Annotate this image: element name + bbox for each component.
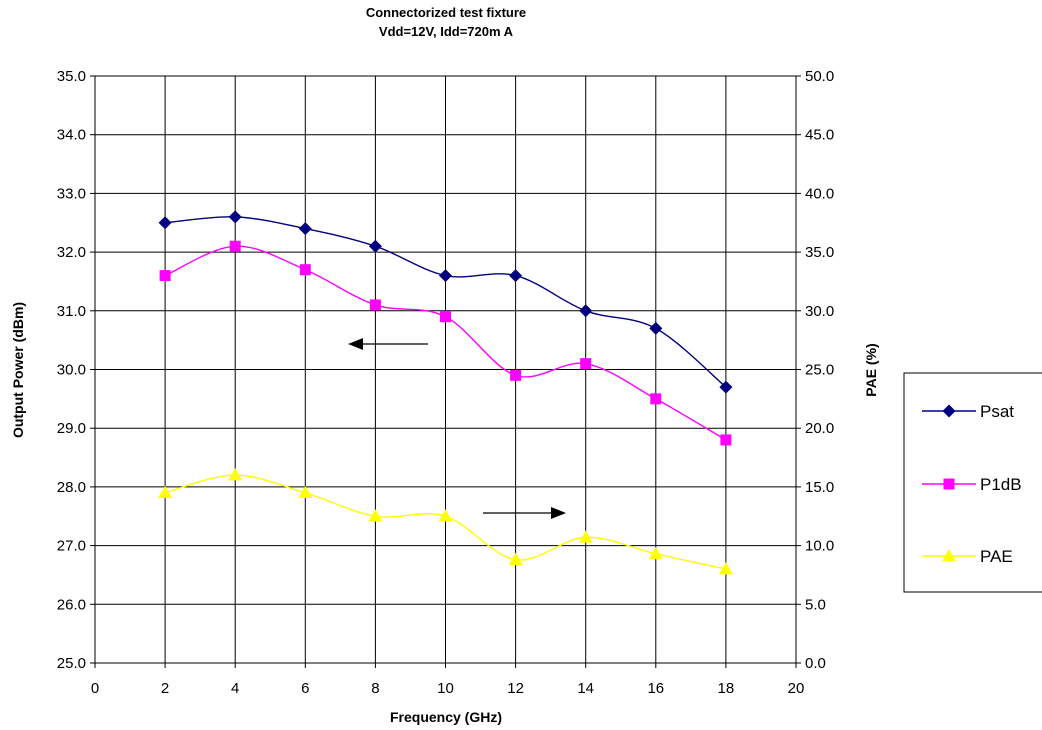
y-right-tick-label: 10.0 bbox=[805, 538, 834, 555]
y-right-tick-label: 30.0 bbox=[805, 303, 834, 320]
x-tick-label: 4 bbox=[231, 680, 239, 697]
point-psat bbox=[158, 216, 172, 230]
x-axis-title: Frequency (GHz) bbox=[390, 709, 502, 725]
y-left-tick-label: 28.0 bbox=[57, 479, 86, 496]
point-p1db bbox=[580, 358, 592, 370]
y-axis-left-title: Output Power (dBm) bbox=[10, 302, 26, 438]
point-p1db bbox=[510, 369, 522, 381]
point-pae bbox=[578, 530, 593, 543]
point-p1db bbox=[720, 434, 732, 446]
y-left-tick-label: 25.0 bbox=[57, 655, 86, 672]
legend-marker-p1db bbox=[943, 478, 955, 490]
y-right-tick-label: 35.0 bbox=[805, 244, 834, 261]
series-pae bbox=[158, 468, 733, 575]
point-psat bbox=[439, 269, 452, 283]
point-p1db bbox=[159, 270, 171, 282]
point-psat bbox=[228, 210, 242, 224]
axis-ticks bbox=[90, 75, 801, 668]
legend: Psat P1dB PAE bbox=[903, 372, 1042, 593]
point-psat bbox=[649, 321, 663, 335]
x-tick-label: 0 bbox=[91, 680, 99, 697]
point-psat bbox=[368, 239, 382, 253]
y-left-tick-label: 34.0 bbox=[57, 127, 86, 144]
x-tick-label: 12 bbox=[507, 680, 524, 697]
y-right-tick-label: 25.0 bbox=[805, 362, 834, 379]
x-tick-label: 18 bbox=[718, 680, 735, 697]
point-p1db bbox=[650, 393, 662, 405]
y-left-tick-label: 33.0 bbox=[57, 185, 86, 202]
legend-label: Psat bbox=[980, 402, 1014, 421]
point-pae bbox=[508, 552, 523, 565]
legend-label: PAE bbox=[980, 547, 1013, 566]
point-p1db bbox=[299, 264, 311, 276]
x-tick-label: 10 bbox=[437, 680, 454, 697]
series-layer bbox=[158, 210, 733, 575]
x-tick-label: 6 bbox=[301, 680, 309, 697]
y-right-tick-label: 40.0 bbox=[805, 185, 834, 202]
x-tick-label: 16 bbox=[647, 680, 664, 697]
point-pae bbox=[368, 509, 383, 522]
point-pae bbox=[228, 468, 243, 481]
legend-label: P1dB bbox=[980, 475, 1022, 494]
point-p1db bbox=[229, 240, 241, 252]
point-psat bbox=[719, 380, 733, 394]
tick-labels: 0 2 4 6 8 10 12 14 16 18 20 25.0 26.0 27.0 28.0 29.0 30.… bbox=[57, 68, 834, 697]
x-tick-label: 20 bbox=[788, 680, 805, 697]
chart-subtitle: Vdd=12V, Idd=720m A bbox=[379, 24, 514, 39]
y-right-tick-label: 45.0 bbox=[805, 127, 834, 144]
x-tick-label: 8 bbox=[371, 680, 379, 697]
y-left-tick-label: 26.0 bbox=[57, 596, 86, 613]
y-left-tick-label: 35.0 bbox=[57, 68, 86, 85]
legend-marker-psat bbox=[942, 404, 956, 418]
legend-item-p1db: P1dB bbox=[922, 475, 1022, 494]
point-pae bbox=[158, 485, 173, 499]
legend-marker-pae bbox=[942, 549, 956, 562]
point-pae bbox=[438, 509, 453, 522]
x-tick-label: 2 bbox=[161, 680, 169, 697]
series-psat bbox=[158, 210, 733, 394]
y-left-tick-label: 32.0 bbox=[57, 244, 86, 261]
point-psat bbox=[579, 304, 593, 318]
legend-item-pae: PAE bbox=[922, 547, 1013, 566]
y-left-tick-label: 29.0 bbox=[57, 420, 86, 437]
y-right-tick-label: 5.0 bbox=[805, 596, 826, 613]
y-left-tick-label: 31.0 bbox=[57, 303, 86, 320]
right-axis-arrow bbox=[483, 507, 566, 519]
x-tick-label: 14 bbox=[577, 680, 594, 697]
series-p1db bbox=[159, 240, 732, 446]
point-pae bbox=[718, 562, 733, 575]
point-psat bbox=[509, 269, 523, 283]
y-right-tick-label: 0.0 bbox=[805, 655, 826, 672]
y-right-tick-label: 20.0 bbox=[805, 420, 834, 437]
y-right-tick-label: 50.0 bbox=[805, 68, 834, 85]
y-right-tick-label: 15.0 bbox=[805, 479, 834, 496]
point-psat bbox=[298, 222, 312, 236]
legend-item-psat: Psat bbox=[922, 402, 1014, 421]
gridlines bbox=[95, 76, 796, 663]
left-axis-arrow bbox=[348, 338, 428, 350]
point-p1db bbox=[440, 311, 451, 323]
point-pae bbox=[648, 546, 663, 560]
y-axis-right-title: PAE (%) bbox=[863, 343, 879, 396]
y-left-tick-label: 27.0 bbox=[57, 538, 86, 555]
point-pae bbox=[298, 485, 313, 499]
y-left-tick-label: 30.0 bbox=[57, 362, 86, 379]
point-p1db bbox=[369, 299, 381, 311]
chart-title: Connectorized test fixture bbox=[366, 5, 526, 20]
